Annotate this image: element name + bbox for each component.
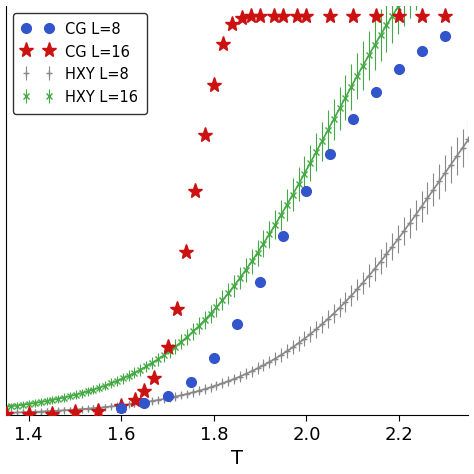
CG L=8 [442,33,448,39]
CG L=8 [327,152,332,157]
CG L=16 [72,410,78,415]
CG L=16 [132,397,138,403]
CG L=16 [202,132,208,137]
CG L=16 [95,408,101,414]
CG L=16 [174,306,180,312]
CG L=8 [396,66,402,72]
CG L=16 [220,41,226,46]
X-axis label: T: T [231,449,243,468]
CG L=8 [257,279,263,285]
CG L=16 [165,344,171,350]
CG L=8 [142,401,147,406]
CG L=16 [183,249,189,255]
CG L=16 [373,13,379,19]
CG L=8 [188,379,193,385]
CG L=8 [419,48,425,54]
CG L=16 [442,13,448,19]
CG L=16 [327,13,332,19]
CG L=16 [350,13,356,19]
CG L=16 [151,374,156,380]
CG L=8 [281,234,286,239]
Legend: CG L=8, CG L=16, HXY L=8, HXY L=16: CG L=8, CG L=16, HXY L=8, HXY L=16 [13,13,147,114]
CG L=16 [142,388,147,394]
CG L=8 [350,117,356,122]
CG L=16 [271,13,277,19]
CG L=8 [303,188,309,193]
CG L=16 [229,21,235,27]
CG L=16 [294,13,300,19]
CG L=16 [118,403,124,409]
CG L=16 [303,13,309,19]
Line: CG L=8: CG L=8 [117,31,450,413]
Line: CG L=16: CG L=16 [0,9,453,421]
CG L=16 [192,188,198,193]
CG L=16 [257,13,263,19]
CG L=16 [211,82,217,87]
CG L=16 [248,13,254,19]
CG L=8 [165,393,171,399]
CG L=8 [373,89,379,95]
CG L=16 [26,411,32,417]
CG L=8 [211,355,217,361]
CG L=16 [3,411,9,417]
CG L=16 [281,13,286,19]
CG L=16 [419,13,425,19]
CG L=8 [118,405,124,411]
CG L=16 [396,13,402,19]
CG L=16 [239,15,245,20]
CG L=8 [234,321,240,327]
CG L=16 [49,411,55,417]
